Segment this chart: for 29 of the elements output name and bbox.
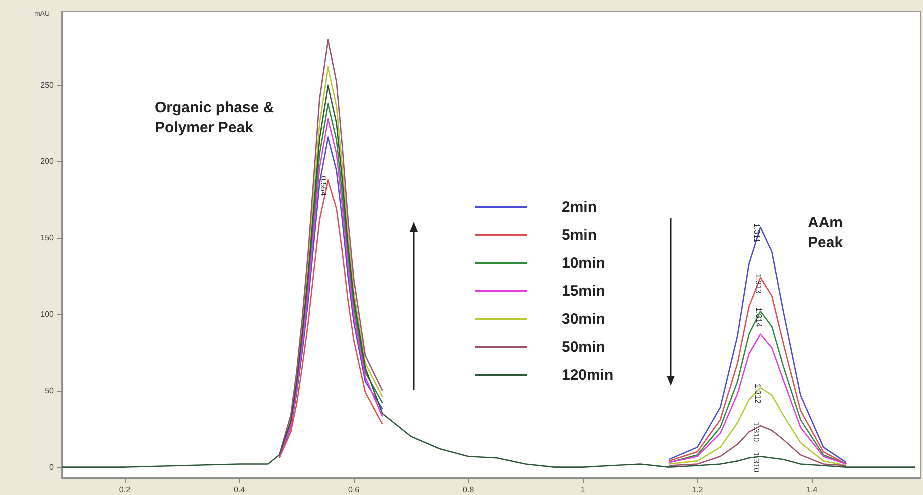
annotation: 1.310 (752, 452, 762, 474)
annotation: 1.313 (754, 274, 763, 294)
x-tick-label: 0.6 (348, 486, 360, 494)
x-tick-label: 0.8 (463, 486, 475, 494)
y-tick-label: 250 (40, 80, 55, 90)
annotation: 1.314 (754, 307, 764, 328)
annotation: 0.554 (319, 176, 328, 197)
x-tick-label: 0.2 (119, 486, 132, 494)
y-tick-label: 150 (40, 234, 55, 243)
legend-label: 15min (562, 283, 606, 300)
x-tick-label: 1 (580, 486, 586, 494)
annotation: AAm Peak (808, 214, 844, 252)
legend-label: 5min (562, 227, 598, 244)
y-tick-label: 100 (40, 310, 55, 320)
legend-label: 50min (562, 339, 606, 356)
legend-label: 10min (562, 255, 606, 272)
x-tick-label: 0.4 (234, 486, 246, 494)
x-tick-label: 1.4 (806, 486, 818, 494)
annotation: 1.310 (752, 422, 762, 443)
y-tick-label: 50 (45, 386, 55, 396)
annotation: 1.312 (753, 384, 762, 404)
y-tick-label: 200 (40, 157, 55, 166)
legend-label: 2min (562, 199, 598, 216)
y-tick-label: 0 (50, 462, 55, 472)
legend-label: 30min (562, 311, 606, 328)
legend-label: 120min (562, 367, 614, 384)
annotation: 1.311 (752, 223, 762, 244)
x-tick-label: 1.2 (692, 486, 704, 494)
annotation: Organic phase & Polymer Peak (155, 100, 274, 136)
